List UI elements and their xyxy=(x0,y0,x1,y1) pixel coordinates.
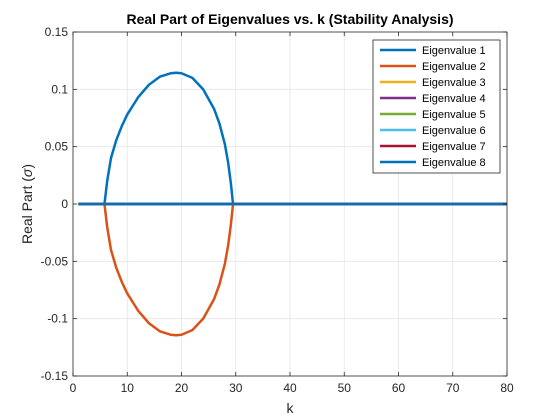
x-tick-label: 70 xyxy=(446,381,460,395)
y-tick-label: 0.15 xyxy=(45,25,69,39)
tick-labels: 0 10 20 30 40 50 60 70 80 -0.15 -0.1 -0.05 0 0.05 0.1 0… xyxy=(41,25,514,395)
x-tick-label: 0 xyxy=(70,381,77,395)
y-tick-label: 0.05 xyxy=(45,140,69,154)
series-line-eigenvalue-2 xyxy=(103,203,235,337)
plot-series xyxy=(78,71,507,337)
legend-entry: Eigenvalue 7 xyxy=(422,141,486,153)
legend-entry: Eigenvalue 8 xyxy=(422,157,486,169)
x-tick-label: 30 xyxy=(229,381,243,395)
x-tick-label: 20 xyxy=(175,381,189,395)
legend-entry: Eigenvalue 2 xyxy=(422,61,486,73)
x-axis-label: k xyxy=(287,400,295,416)
legend-entry: Eigenvalue 3 xyxy=(422,77,486,89)
y-tick-label: 0 xyxy=(61,197,68,211)
legend: Eigenvalue 1 Eigenvalue 2 Eigenvalue 3 Eige… xyxy=(372,39,501,174)
legend-entry: Eigenvalue 4 xyxy=(422,93,486,105)
y-tick-label: -0.05 xyxy=(41,254,69,268)
x-tick-label: 60 xyxy=(392,381,406,395)
y-tick-label: 0.1 xyxy=(51,82,68,96)
y-tick-label: -0.15 xyxy=(41,369,69,383)
chart-title: Real Part of Eigenvalues vs. k (Stabilit… xyxy=(126,11,453,27)
legend-entry: Eigenvalue 1 xyxy=(422,45,486,57)
legend-entry: Eigenvalue 6 xyxy=(422,125,486,137)
legend-box xyxy=(372,39,501,174)
y-axis-label: Real Part (σ) xyxy=(19,164,35,244)
x-tick-label: 50 xyxy=(338,381,352,395)
axis-ticks xyxy=(72,31,508,377)
y-tick-label: -0.1 xyxy=(47,312,68,326)
x-tick-label: 40 xyxy=(283,381,297,395)
x-tick-label: 80 xyxy=(500,381,514,395)
legend-entry: Eigenvalue 5 xyxy=(422,109,486,121)
x-tick-label: 10 xyxy=(121,381,135,395)
